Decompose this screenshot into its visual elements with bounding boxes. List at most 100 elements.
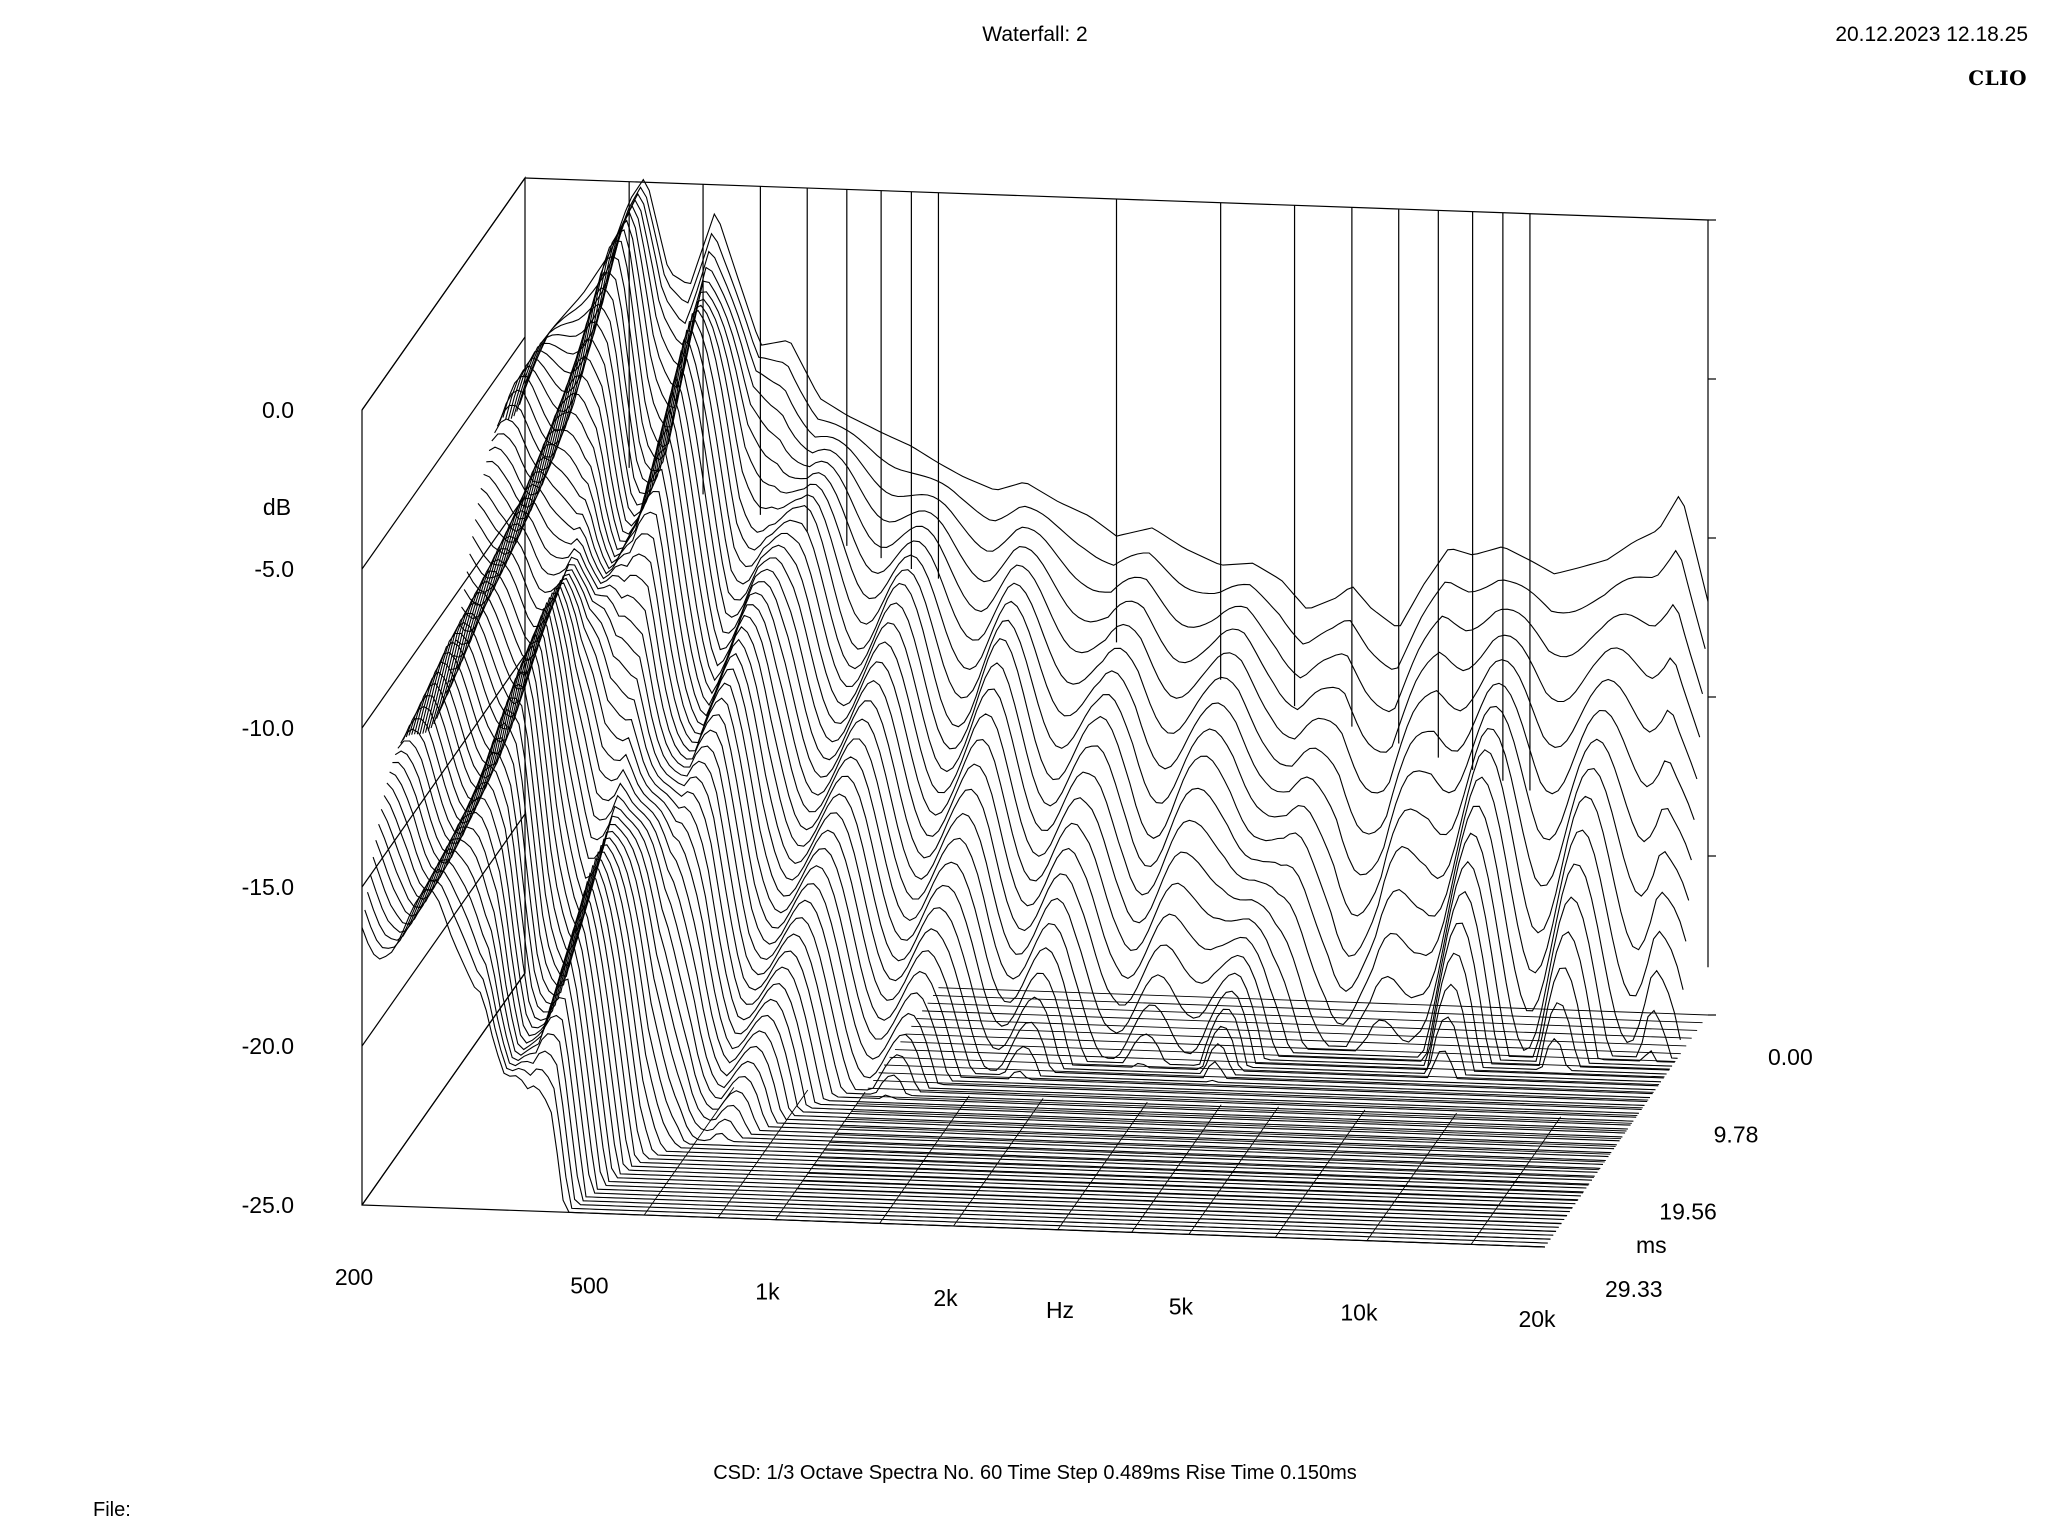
floor-time-line	[802, 1180, 1573, 1209]
floor-time-line	[856, 1103, 1627, 1132]
spectrum-line	[430, 597, 1615, 1150]
floor-time-line	[911, 1025, 1681, 1055]
spectrum-line	[408, 671, 1593, 1181]
y-tick-label: -10.0	[242, 715, 294, 741]
floor-time-line	[851, 1110, 1622, 1140]
db-grid-line	[361, 495, 526, 729]
spectra-lines	[361, 178, 1709, 1248]
spectrum-line	[422, 614, 1606, 1162]
spectrum-line	[366, 868, 1551, 1240]
spectrum-line	[510, 211, 1695, 835]
spectrum-line	[380, 808, 1565, 1221]
db-grid-line	[361, 654, 526, 888]
spectrum-line	[494, 286, 1678, 1059]
spectrum-line	[436, 587, 1620, 1142]
spectrum-line	[441, 570, 1626, 1134]
db-grid-line	[361, 972, 526, 1206]
y-tick-label: -20.0	[242, 1033, 294, 1059]
spectrum-line	[427, 602, 1612, 1154]
z-tick-label: 19.56	[1659, 1199, 1717, 1225]
floor-time-line	[938, 987, 1709, 1016]
floor-time-line	[867, 1087, 1638, 1116]
floor-time-line	[840, 1126, 1611, 1155]
spectrum-line	[496, 272, 1681, 1044]
y-tick-label: 0.0	[262, 397, 294, 423]
spectrum-line	[463, 471, 1648, 1103]
floor-time-line	[829, 1141, 1600, 1171]
floor-time-line	[894, 1049, 1665, 1078]
spectrum-line	[433, 592, 1617, 1146]
db-grid-line	[361, 336, 526, 570]
spectrum-line	[400, 708, 1584, 1193]
db-grid-line	[361, 177, 526, 411]
timestamp: 20.12.2023 12.18.25	[1835, 23, 2028, 46]
spectrum-line	[505, 229, 1690, 917]
spectrum-line	[378, 823, 1562, 1224]
z-axis-label: ms	[1636, 1232, 1667, 1258]
y-tick-label: -15.0	[242, 874, 294, 900]
spectrum-line	[461, 483, 1645, 1106]
spectrum-line	[474, 411, 1659, 1087]
spectrum-line	[424, 608, 1609, 1158]
clio-logo: CLIO	[1968, 66, 2027, 90]
floor-time-line	[873, 1080, 1643, 1109]
spectrum-line	[438, 580, 1623, 1138]
z-tick-label: 29.33	[1605, 1276, 1663, 1302]
spectrum-line	[369, 859, 1554, 1236]
spectrum-line	[455, 510, 1639, 1114]
spectrum-line	[402, 697, 1587, 1189]
axis-labels: 0.0 -5.0 -10.0 -15.0 -20.0 -25.0 200 500 1k 2k 5k 1…	[242, 397, 1813, 1332]
spectrum-line	[389, 765, 1573, 1209]
spectrum-line	[491, 303, 1675, 1063]
z-tick-label: 9.78	[1714, 1121, 1759, 1147]
x-tick-label: 10k	[1340, 1300, 1378, 1326]
spectrum-line	[416, 633, 1601, 1169]
spectrum-line	[392, 751, 1576, 1205]
spectrum-line	[411, 657, 1595, 1177]
x-axis-label: Hz	[1046, 1297, 1074, 1323]
floor-time-line	[889, 1056, 1660, 1086]
floor-time-line	[813, 1165, 1584, 1194]
spectrum-line	[453, 523, 1637, 1118]
floor-time-line	[808, 1172, 1578, 1202]
spectrum-line	[397, 722, 1581, 1197]
spectrum-line	[447, 548, 1631, 1126]
spectrum-line	[502, 240, 1687, 957]
y-tick-label: -5.0	[254, 556, 294, 582]
x-tick-label: 20k	[1518, 1306, 1556, 1332]
spectrum-line	[480, 374, 1664, 1079]
file-label: File:	[93, 1499, 131, 1521]
spectrum-line	[513, 204, 1698, 794]
x-tick-label: 200	[335, 1264, 373, 1290]
spectrum-line	[516, 198, 1701, 753]
floor-time-line	[878, 1072, 1649, 1101]
floor-time-line	[916, 1018, 1687, 1047]
spectrum-line	[361, 888, 1546, 1248]
floor-time-line	[846, 1118, 1616, 1147]
spectrum-line	[375, 838, 1559, 1228]
spectrum-line	[499, 255, 1684, 997]
spectrum-line	[477, 392, 1662, 1083]
floor-time-line	[932, 994, 1703, 1024]
spectrum-line	[386, 781, 1570, 1213]
x-tick-label: 500	[570, 1272, 608, 1298]
spectrum-line	[419, 623, 1604, 1165]
y-tick-label: -25.0	[242, 1192, 294, 1218]
spectrum-line	[518, 192, 1704, 713]
spectrum-line	[469, 443, 1653, 1095]
spectrum-line	[413, 644, 1598, 1173]
spectrum-line	[364, 879, 1548, 1244]
spectrum-line	[521, 186, 1706, 670]
floor-time-line	[862, 1095, 1632, 1124]
x-tick-label: 1k	[755, 1279, 780, 1305]
spectrum-line	[394, 737, 1579, 1201]
floor-time-line	[922, 1010, 1692, 1039]
spectrum-line	[486, 338, 1670, 1071]
spectrum-line	[466, 456, 1651, 1099]
spectrum-line	[450, 535, 1634, 1122]
measurement-settings: CSD: 1/3 Octave Spectra No. 60 Time Step…	[713, 1462, 1357, 1484]
y-axis-label: dB	[263, 494, 291, 520]
db-grid-line	[361, 813, 526, 1047]
spectrum-line	[458, 497, 1642, 1110]
floor-time-line	[835, 1134, 1605, 1163]
